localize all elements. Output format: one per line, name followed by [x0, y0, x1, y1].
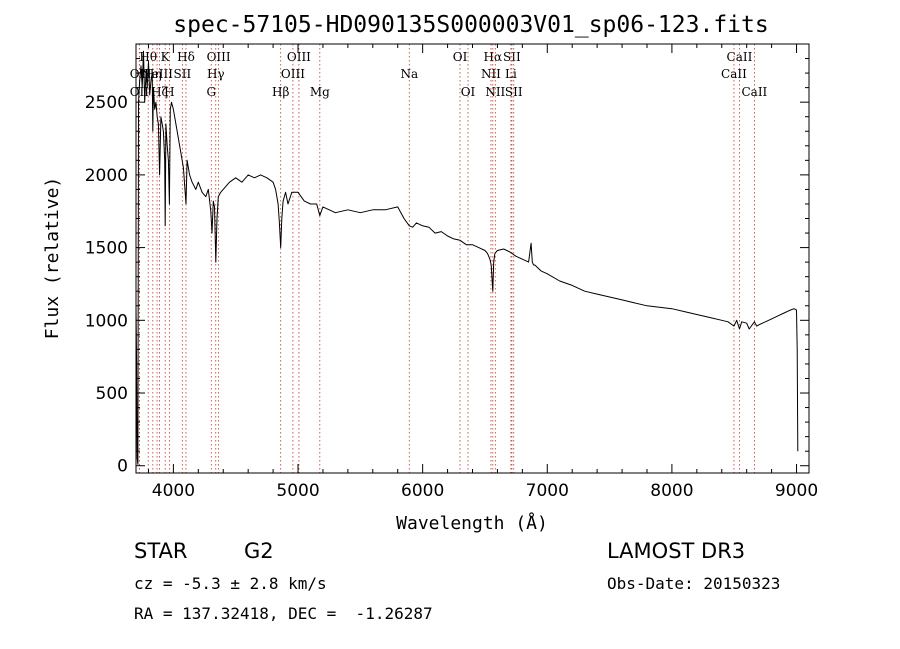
line-marker-label: H	[164, 85, 174, 99]
y-axis-label: Flux (relative)	[42, 177, 63, 340]
x-tick-label: 7000	[526, 481, 569, 501]
x-tick-label: 8000	[650, 481, 693, 501]
observation-date: Obs-Date: 20150323	[607, 574, 781, 593]
x-tick-label: 6000	[401, 481, 444, 501]
x-tick-label: 9000	[775, 481, 818, 501]
line-marker-label: NII	[485, 85, 505, 99]
survey-name: LAMOST DR3	[607, 539, 746, 563]
y-tick-label: 500	[96, 384, 128, 404]
spectrum-line	[135, 50, 799, 465]
y-tick-label: 0	[117, 457, 128, 477]
spectrum-series	[135, 50, 799, 465]
y-tick-label: 1000	[85, 311, 128, 331]
plot-frame	[135, 43, 810, 474]
line-marker-label: OI	[461, 85, 476, 99]
line-marker-label: CaII	[741, 85, 767, 99]
line-marker-label: SII	[174, 67, 192, 81]
axes: 4000 5000 6000 7000 8000 9000 0 500 1000 1500 2000…	[85, 44, 818, 501]
line-marker-label: OIII	[207, 50, 231, 64]
coordinates: RA = 137.32418, DEC = -1.26287	[134, 604, 433, 623]
line-marker-label: K	[161, 50, 171, 64]
line-marker-label: Mg	[310, 85, 330, 99]
x-tick-label: 4000	[152, 481, 195, 501]
line-marker-label: CaII	[727, 50, 753, 64]
chart-title: spec-57105-HD090135S000003V01_sp06-123.f…	[173, 12, 768, 38]
x-tick-label: 5000	[276, 481, 319, 501]
y-tick-label: 2000	[85, 166, 128, 186]
line-marker-label: NII	[481, 67, 501, 81]
line-marker-label: Hζ	[151, 85, 168, 99]
line-marker-label: Li	[505, 67, 517, 81]
line-marker-label: G	[206, 85, 216, 99]
line-marker-label: Hα	[484, 50, 503, 64]
line-marker-label: OIII	[281, 67, 305, 81]
line-marker-label: Hβ	[272, 85, 289, 99]
spectral-subclass: G2	[244, 539, 274, 563]
line-marker-label: Na	[400, 67, 418, 81]
x-axis-label: Wavelength (Å)	[396, 512, 548, 534]
line-marker-label: SII	[505, 85, 523, 99]
y-tick-label: 1500	[85, 239, 128, 259]
line-marker-label: Hδ	[177, 50, 195, 64]
line-marker-label: OI	[453, 50, 468, 64]
line-marker-label: CaII	[721, 67, 747, 81]
line-marker-label: OIII	[287, 50, 311, 64]
redshift-value: cz = -5.3 ± 2.8 km/s	[134, 574, 327, 593]
line-marker-label: SII	[503, 50, 521, 64]
object-class: STAR	[134, 539, 188, 563]
line-marker-label: Hγ	[207, 67, 225, 81]
y-tick-label: 2500	[85, 93, 128, 113]
